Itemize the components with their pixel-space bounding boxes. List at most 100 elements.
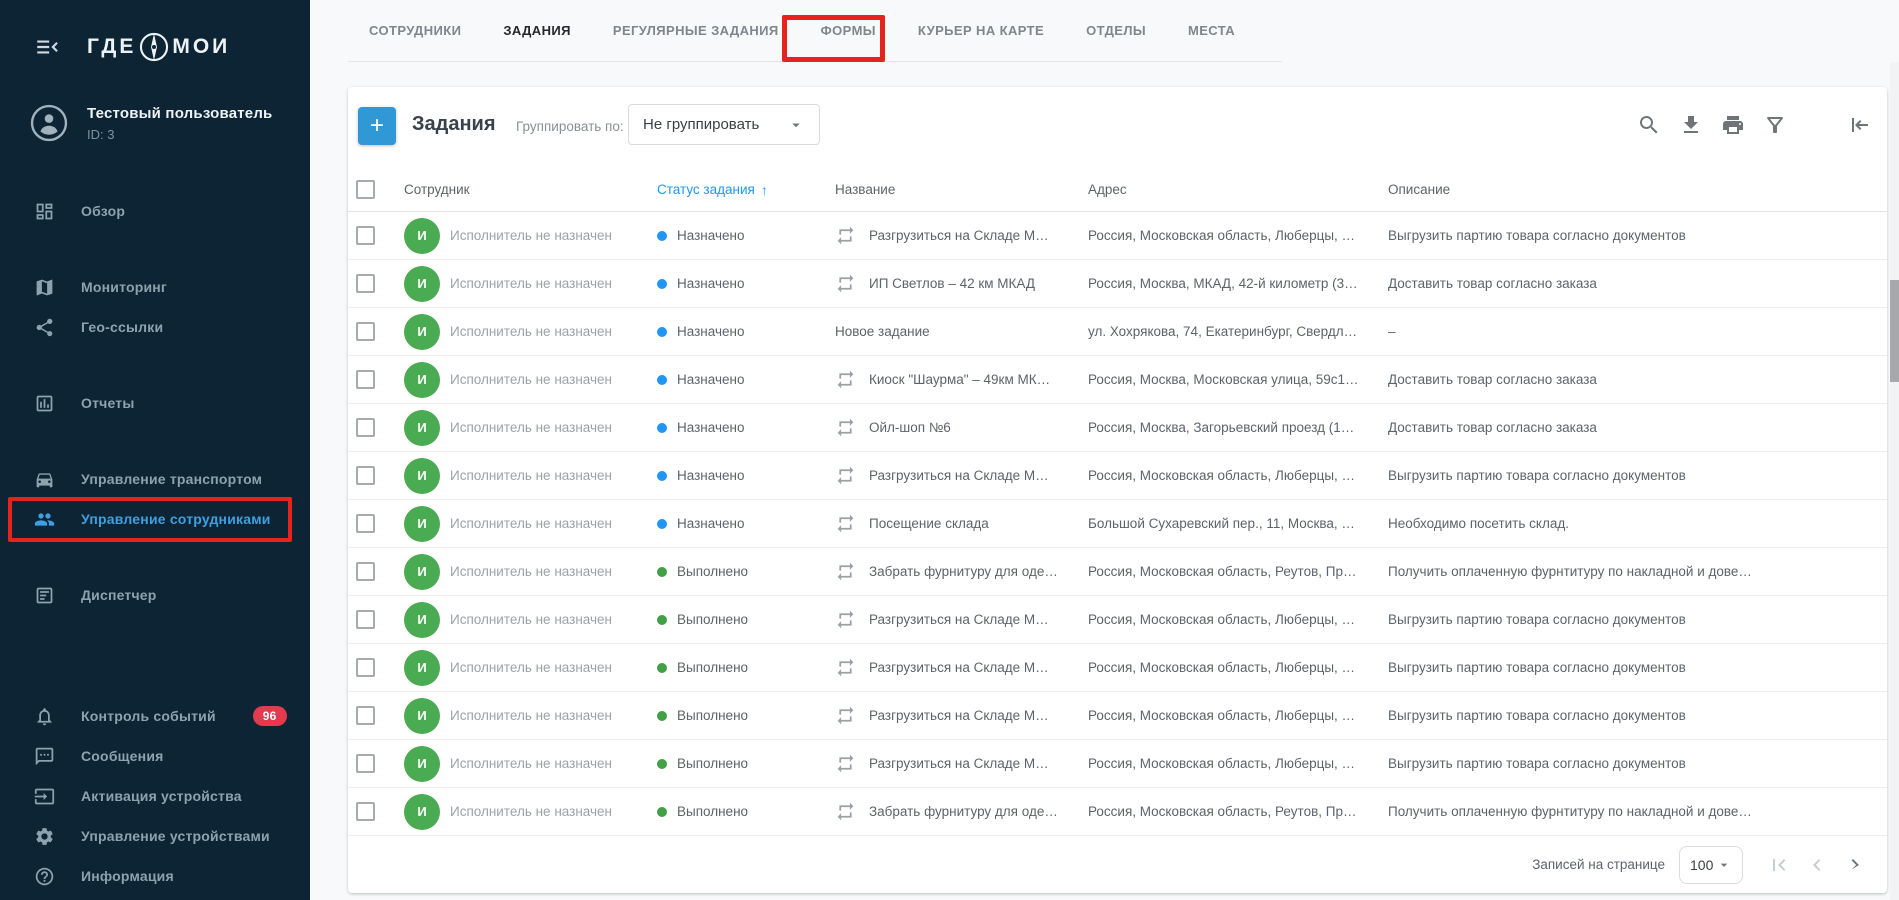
sidebar-item-label: Управление устройствами: [81, 828, 270, 844]
sidebar-item-label: Информация: [81, 868, 174, 884]
page-size-label: Записей на странице: [1532, 857, 1665, 872]
tab-employees[interactable]: СОТРУДНИКИ: [369, 22, 462, 38]
task-description: Выгрузить партию товара согласно докумен…: [1388, 708, 1686, 723]
table-row[interactable]: И Исполнитель не назначен Назначено Разг…: [348, 452, 1887, 500]
chat-icon: [34, 746, 55, 767]
status-label: Выполнено: [677, 564, 749, 579]
employee-name: Исполнитель не назначен: [450, 660, 612, 675]
task-description: Получить оплаченную фурнтитуру по наклад…: [1388, 804, 1752, 819]
table-row[interactable]: И Исполнитель не назначен Назначено Посе…: [348, 500, 1887, 548]
table-header: Сотрудник Статус задания ↑ Название Адре…: [348, 168, 1887, 212]
next-page-button[interactable]: [1843, 853, 1867, 877]
table-row[interactable]: И Исполнитель не назначен Назначено Ойл-…: [348, 404, 1887, 452]
search-icon[interactable]: [1637, 113, 1661, 137]
employee-name: Исполнитель не назначен: [450, 276, 612, 291]
sidebar-item-messages[interactable]: Сообщения: [0, 736, 310, 776]
table-row[interactable]: И Исполнитель не назначен Назначено ИП С…: [348, 260, 1887, 308]
row-checkbox[interactable]: [356, 226, 375, 245]
status-label: Назначено: [677, 324, 745, 339]
column-header-employee[interactable]: Сотрудник: [404, 182, 470, 197]
settings-icon[interactable]: [1805, 113, 1829, 137]
task-address: ул. Хохрякова, 74, Екатеринбург, Свердл…: [1088, 324, 1358, 339]
tab-departments[interactable]: ОТДЕЛЫ: [1086, 22, 1146, 38]
sidebar-item-device-management[interactable]: Управление устройствами: [0, 816, 310, 856]
row-checkbox[interactable]: [356, 322, 375, 341]
repeat-icon: [835, 465, 856, 486]
vertical-scrollbar[interactable]: [1890, 62, 1899, 900]
chart-icon: [34, 393, 55, 414]
sidebar-item-information[interactable]: Информация: [0, 856, 310, 896]
row-checkbox[interactable]: [356, 706, 375, 725]
first-page-button[interactable]: [1767, 853, 1791, 877]
menu-collapse-icon[interactable]: [34, 34, 60, 60]
table-row[interactable]: И Исполнитель не назначен Выполнено Забр…: [348, 548, 1887, 596]
tab-forms[interactable]: ФОРМЫ: [820, 22, 876, 38]
table-row[interactable]: И Исполнитель не назначен Назначено Разг…: [348, 212, 1887, 260]
row-checkbox[interactable]: [356, 466, 375, 485]
sidebar-item-overview[interactable]: Обзор: [0, 191, 310, 231]
add-task-button[interactable]: +: [358, 107, 396, 145]
group-by-label: Группировать по:: [516, 119, 624, 134]
tab-regular-tasks[interactable]: РЕГУЛЯРНЫЕ ЗАДАНИЯ: [612, 22, 779, 38]
table-row[interactable]: И Исполнитель не назначен Выполнено Разг…: [348, 644, 1887, 692]
column-header-description[interactable]: Описание: [1388, 182, 1451, 197]
print-icon[interactable]: [1721, 113, 1745, 137]
column-header-name[interactable]: Название: [835, 182, 896, 197]
filter-icon[interactable]: [1763, 113, 1787, 137]
task-name: Разгрузиться на Складе М…: [869, 660, 1049, 675]
row-checkbox[interactable]: [356, 610, 375, 629]
employee-avatar: И: [404, 217, 440, 254]
sidebar-item-geo-links[interactable]: Гео-ссылки: [0, 307, 310, 347]
row-checkbox[interactable]: [356, 658, 375, 677]
tab-places[interactable]: МЕСТА: [1187, 22, 1236, 38]
status-dot: [657, 326, 667, 337]
row-checkbox[interactable]: [356, 370, 375, 389]
task-name: Ойл-шоп №6: [869, 420, 951, 435]
previous-page-button[interactable]: [1805, 853, 1829, 877]
row-checkbox[interactable]: [356, 274, 375, 293]
select-all-checkbox[interactable]: [356, 180, 375, 199]
status-label: Выполнено: [677, 708, 749, 723]
sidebar-item-event-control[interactable]: Контроль событий 96: [0, 696, 310, 736]
task-description: Доставить товар согласно заказа: [1388, 420, 1597, 435]
table-row[interactable]: И Исполнитель не назначен Выполнено Разг…: [348, 692, 1887, 740]
group-by-select[interactable]: Не группировать: [628, 104, 820, 145]
sidebar-item-device-activation[interactable]: Активация устройства: [0, 776, 310, 816]
row-checkbox[interactable]: [356, 802, 375, 821]
table-row[interactable]: И Исполнитель не назначен Назначено Киос…: [348, 356, 1887, 404]
status-label: Выполнено: [677, 756, 749, 771]
task-address: Россия, Московская область, Люберцы, …: [1088, 708, 1356, 723]
sidebar-item-reports[interactable]: Отчеты: [0, 383, 310, 423]
column-header-status[interactable]: Статус задания ↑: [657, 181, 768, 198]
scrollbar-thumb[interactable]: [1890, 280, 1899, 382]
tab-tasks[interactable]: ЗАДАНИЯ: [503, 22, 571, 38]
sidebar-item-employee-management[interactable]: Управление сотрудниками: [0, 499, 310, 539]
employee-avatar: И: [404, 457, 440, 494]
user-profile[interactable]: Тестовый пользователь ID: 3: [30, 104, 272, 142]
sidebar-item-label: Управление транспортом: [81, 471, 263, 487]
sidebar-item-label: Обзор: [81, 203, 126, 219]
page-size-select[interactable]: 100: [1679, 845, 1743, 884]
page-size-value: 100: [1690, 856, 1714, 873]
status-dot: [657, 374, 667, 385]
toolbar-actions: [1637, 113, 1871, 137]
table-row[interactable]: И Исполнитель не назначен Выполнено Разг…: [348, 740, 1887, 788]
employee-name: Исполнитель не назначен: [450, 756, 612, 771]
sidebar-item-monitoring[interactable]: Мониторинг: [0, 267, 310, 307]
row-checkbox[interactable]: [356, 562, 375, 581]
column-header-address[interactable]: Адрес: [1088, 182, 1127, 197]
collapse-panel-icon[interactable]: [1847, 113, 1871, 137]
sidebar-menu: Обзор Мониторинг Гео-ссылки Отчеты Управ…: [0, 191, 310, 896]
row-checkbox[interactable]: [356, 418, 375, 437]
sidebar-item-dispatcher[interactable]: Диспетчер: [0, 575, 310, 615]
download-icon[interactable]: [1679, 113, 1703, 137]
sidebar-item-label: Отчеты: [81, 395, 135, 411]
tab-courier-map[interactable]: КУРЬЕР НА КАРТЕ: [917, 22, 1045, 38]
table-row[interactable]: И Исполнитель не назначен Назначено Ново…: [348, 308, 1887, 356]
employee-avatar: И: [404, 745, 440, 782]
table-row[interactable]: И Исполнитель не назначен Выполнено Разг…: [348, 596, 1887, 644]
sidebar-item-vehicle-management[interactable]: Управление транспортом: [0, 459, 310, 499]
table-row[interactable]: И Исполнитель не назначен Выполнено Забр…: [348, 788, 1887, 836]
row-checkbox[interactable]: [356, 754, 375, 773]
row-checkbox[interactable]: [356, 514, 375, 533]
